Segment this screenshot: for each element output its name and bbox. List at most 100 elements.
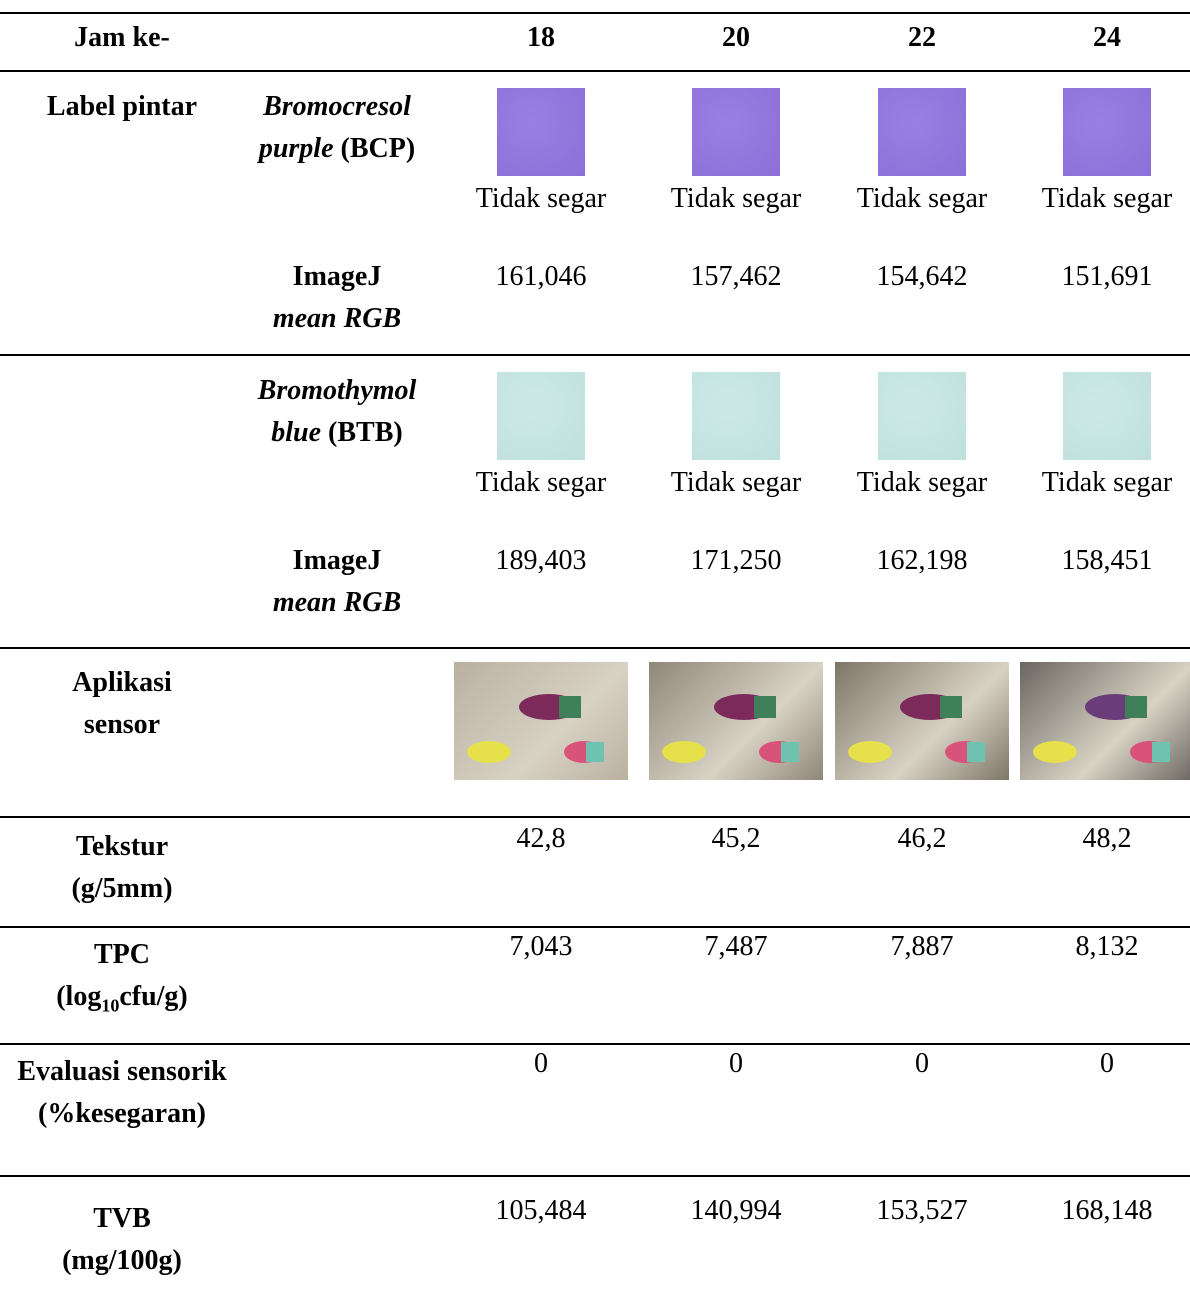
row-unit: (g/5mm) xyxy=(71,873,173,904)
color-swatch xyxy=(692,88,780,176)
color-swatch xyxy=(878,88,966,176)
row-value: 0 xyxy=(443,1043,639,1085)
photo-shape xyxy=(754,696,776,718)
color-swatch xyxy=(1063,372,1151,460)
row-value: 153,527 xyxy=(824,1190,1020,1232)
photo-shape xyxy=(940,696,962,718)
header-hour: 18 xyxy=(443,17,639,59)
row-unit: 10 xyxy=(101,995,120,1016)
row-value-text: 42,8 xyxy=(516,823,566,854)
row-value: 168,148 xyxy=(1009,1190,1190,1232)
header-hour-text: 22 xyxy=(908,22,936,53)
row-value-text: 168,148 xyxy=(1061,1195,1153,1226)
imagej-label-italic: mean RGB xyxy=(272,303,402,334)
color-swatch xyxy=(692,372,780,460)
imagej-label-italic: mean RGB xyxy=(272,587,402,618)
rule xyxy=(0,70,1190,72)
color-swatch xyxy=(497,372,585,460)
row-value: 7,043 xyxy=(443,926,639,968)
row-value-text: 105,484 xyxy=(495,1195,587,1226)
status-text: Tidak segar xyxy=(856,467,988,498)
row-value: 46,2 xyxy=(824,818,1020,860)
row-unit: (mg/100g) xyxy=(62,1245,182,1276)
photo-shape xyxy=(967,742,985,762)
imagej-value-text: 162,198 xyxy=(876,545,968,576)
imagej-label: ImageJ mean RGB xyxy=(242,256,432,340)
status: Tidak segar xyxy=(638,178,834,220)
imagej-value: 158,451 xyxy=(1009,540,1190,582)
imagej-label-text: ImageJ xyxy=(292,545,382,576)
row-unit: (log xyxy=(56,981,102,1012)
photo-shape xyxy=(1033,741,1077,763)
row-value-text: 46,2 xyxy=(897,823,947,854)
row-value: 140,994 xyxy=(638,1190,834,1232)
imagej-value-text: 154,642 xyxy=(876,261,968,292)
photo-drawing xyxy=(848,694,985,763)
imagej-value-text: 157,462 xyxy=(690,261,782,292)
status-text: Tidak segar xyxy=(1041,467,1173,498)
row-label: TVB (mg/100g) xyxy=(37,1198,207,1282)
row-label: Evaluasi sensorik (%kesegaran) xyxy=(7,1051,237,1135)
status-text: Tidak segar xyxy=(856,183,988,214)
indicator-code: (BCP) xyxy=(340,133,416,164)
photo-drawing xyxy=(1033,694,1170,763)
row-label-text: Aplikasi sensor xyxy=(72,667,172,740)
row-value-text: 7,887 xyxy=(890,931,954,962)
status-text: Tidak segar xyxy=(1041,183,1173,214)
rule xyxy=(0,354,1190,356)
header-label-text: Jam ke- xyxy=(74,22,170,53)
photo-shape xyxy=(586,742,604,762)
header-hour-text: 24 xyxy=(1093,22,1121,53)
photo-shape xyxy=(662,741,706,763)
imagej-value: 154,642 xyxy=(824,256,1020,298)
imagej-label-text: ImageJ xyxy=(292,261,382,292)
row-value: 0 xyxy=(824,1043,1020,1085)
row-label-text: Evaluasi sensorik xyxy=(17,1056,227,1087)
row-value-text: 0 xyxy=(915,1048,929,1079)
row-value-text: 153,527 xyxy=(876,1195,968,1226)
status-text: Tidak segar xyxy=(475,183,607,214)
photo-shape xyxy=(848,741,892,763)
row-value-text: 0 xyxy=(534,1048,548,1079)
row-label-text: TVB xyxy=(93,1203,151,1234)
sensor-photo xyxy=(454,662,628,780)
imagej-value: 161,046 xyxy=(443,256,639,298)
header-hour-text: 20 xyxy=(722,22,750,53)
row-label-text: TPC xyxy=(94,939,150,970)
color-swatch xyxy=(878,372,966,460)
status-text: Tidak segar xyxy=(475,467,607,498)
indicator-name-italic: Bromocresol purple xyxy=(258,91,411,164)
rule xyxy=(0,12,1190,14)
rule xyxy=(0,1175,1190,1177)
rule xyxy=(0,816,1190,818)
row-value: 48,2 xyxy=(1009,818,1190,860)
indicator-name: Bromocresol purple (BCP) xyxy=(242,86,432,170)
row-value: 8,132 xyxy=(1009,926,1190,968)
photo-shape xyxy=(1125,696,1147,718)
photo-drawing xyxy=(467,694,604,763)
photo-shape xyxy=(1152,742,1170,762)
photo-shape xyxy=(781,742,799,762)
status: Tidak segar xyxy=(638,462,834,504)
status: Tidak segar xyxy=(824,178,1020,220)
imagej-value-text: 151,691 xyxy=(1061,261,1153,292)
row-unit: (%kesegaran) xyxy=(38,1098,206,1129)
indicator-code: (BTB) xyxy=(328,417,403,448)
header-hour: 22 xyxy=(824,17,1020,59)
row-label: Aplikasi sensor xyxy=(42,662,202,746)
header-label: Jam ke- xyxy=(24,17,220,59)
row-value: 42,8 xyxy=(443,818,639,860)
status: Tidak segar xyxy=(443,462,639,504)
row-label-text: Label pintar xyxy=(46,91,198,122)
imagej-label: ImageJ mean RGB xyxy=(242,540,432,624)
row-value: 0 xyxy=(638,1043,834,1085)
rule xyxy=(0,926,1190,928)
row-label: Tekstur (g/5mm) xyxy=(37,826,207,910)
status: Tidak segar xyxy=(824,462,1020,504)
imagej-value-text: 171,250 xyxy=(690,545,782,576)
row-label: TPC (log10cfu/g) xyxy=(37,934,207,1027)
sensor-photo xyxy=(1020,662,1190,780)
row-value-text: 7,043 xyxy=(509,931,573,962)
photo-drawing xyxy=(662,694,799,763)
